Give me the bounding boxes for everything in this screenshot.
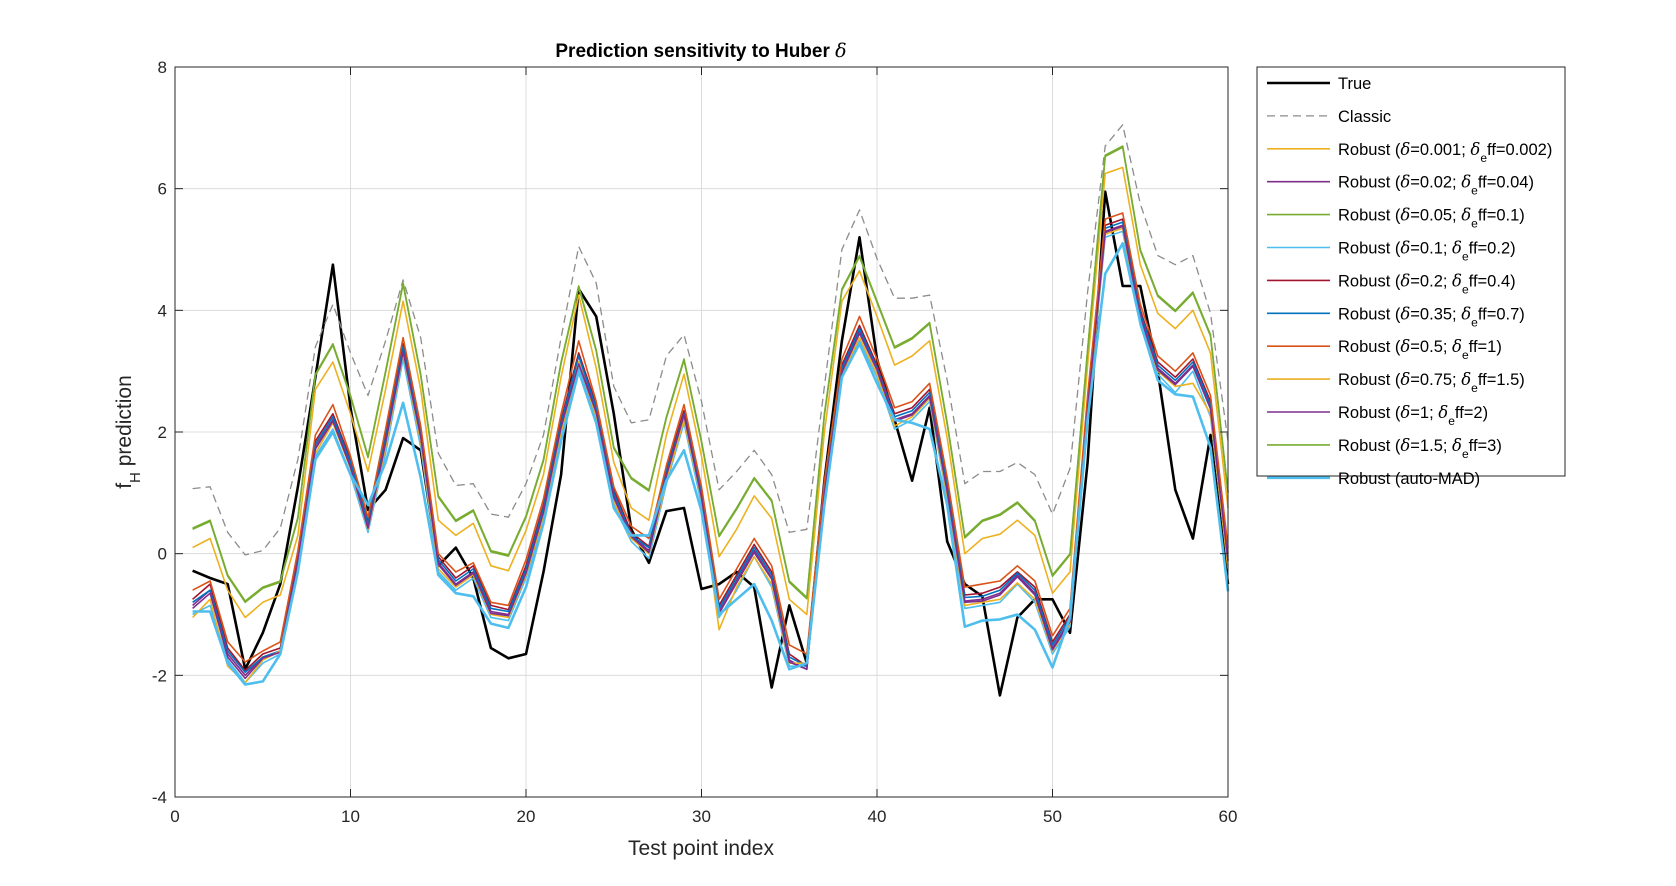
legend-label: Robust (δ=0.75; δeff=1.5) — [1338, 370, 1525, 395]
x-axis-label: Test point index — [628, 837, 774, 860]
series-line-2 — [192, 166, 1229, 619]
x-tick-label: 50 — [1043, 807, 1062, 826]
y-tick-label: 6 — [158, 180, 167, 199]
series-lines — [192, 124, 1230, 697]
grid-lines — [175, 67, 1228, 797]
series-line-0 — [192, 190, 1230, 697]
legend-label: Robust (δ=0.5; δeff=1) — [1338, 337, 1502, 362]
x-tick-label: 60 — [1219, 807, 1238, 826]
y-tick-label: 2 — [158, 423, 167, 442]
series-line-8 — [192, 212, 1229, 663]
x-tick-label: 0 — [170, 807, 179, 826]
x-tick-label: 40 — [868, 807, 887, 826]
series-line-1 — [192, 124, 1229, 556]
legend-label: Robust (δ=1; δeff=2) — [1338, 403, 1488, 428]
axis-ticks: 0 10 20 30 40 50 60 -4 -2 0 2 4 6 8 — [152, 58, 1238, 826]
legend-label: Classic — [1338, 108, 1391, 126]
y-tick-label: 4 — [158, 301, 167, 320]
legend-label: Robust (δ=0.001; δeff=0.002) — [1338, 140, 1552, 165]
legend-label: Robust (δ=0.02; δeff=0.04) — [1338, 173, 1534, 198]
legend: True Classic Robust (δ=0.001; δeff=0.002) R… — [1256, 66, 1566, 488]
y-tick-label: 0 — [158, 545, 167, 564]
legend-label: Robust (δ=1.5; δeff=3) — [1338, 436, 1502, 461]
y-axis-label: fH prediction — [113, 375, 144, 489]
legend-label: Robust (δ=0.1; δeff=0.2) — [1338, 239, 1516, 264]
y-tick-label: -4 — [152, 788, 167, 807]
legend-label: True — [1338, 75, 1371, 93]
legend-box — [1256, 66, 1566, 477]
legend-label: Robust (δ=0.35; δeff=0.7) — [1338, 304, 1525, 329]
legend-label: Robust (δ=0.05; δeff=0.1) — [1338, 206, 1525, 231]
y-tick-label: 8 — [158, 58, 167, 77]
x-tick-label: 10 — [341, 807, 360, 826]
chart-title: Prediction sensitivity to Huber δ — [555, 40, 846, 62]
x-tick-label: 30 — [692, 807, 711, 826]
series-line-11 — [192, 146, 1229, 604]
legend-label: Robust (auto-MAD) — [1338, 470, 1480, 488]
series-line-12 — [192, 242, 1230, 686]
x-tick-label: 20 — [517, 807, 536, 826]
legend-label: Robust (δ=0.2; δeff=0.4) — [1338, 271, 1516, 296]
y-tick-label: -2 — [152, 666, 167, 685]
